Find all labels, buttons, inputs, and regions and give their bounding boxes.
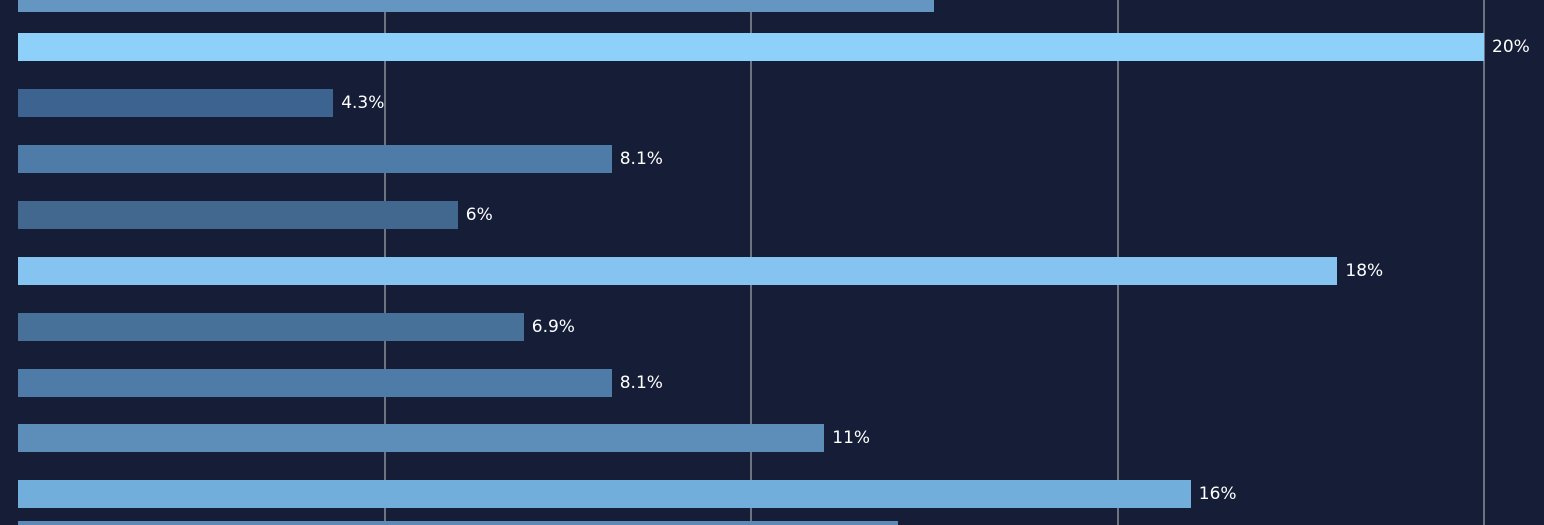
bar[interactable] — [18, 424, 825, 452]
bar-value-label: 16% — [1198, 484, 1237, 504]
bar-value-label: 8.1% — [619, 149, 663, 169]
bar-value-label: 6% — [465, 205, 493, 225]
bar[interactable] — [18, 33, 1484, 61]
bar[interactable] — [18, 201, 458, 229]
bar[interactable] — [18, 369, 612, 397]
bar[interactable] — [18, 0, 935, 12]
gridline — [1483, 0, 1485, 525]
bar[interactable] — [18, 313, 524, 341]
bar-value-label: 8.1% — [619, 373, 663, 393]
bar-value-label: 20% — [1492, 37, 1530, 57]
bar-value-label: 11% — [832, 428, 871, 448]
bar[interactable] — [18, 480, 1191, 508]
bar[interactable] — [18, 521, 898, 525]
bar-value-label: 18% — [1345, 261, 1384, 281]
bar[interactable] — [18, 89, 334, 117]
bar[interactable] — [18, 257, 1338, 285]
bar-value-label: 4.3% — [341, 93, 385, 113]
bar-value-label: 6.9% — [531, 317, 575, 337]
bar[interactable] — [18, 145, 612, 173]
